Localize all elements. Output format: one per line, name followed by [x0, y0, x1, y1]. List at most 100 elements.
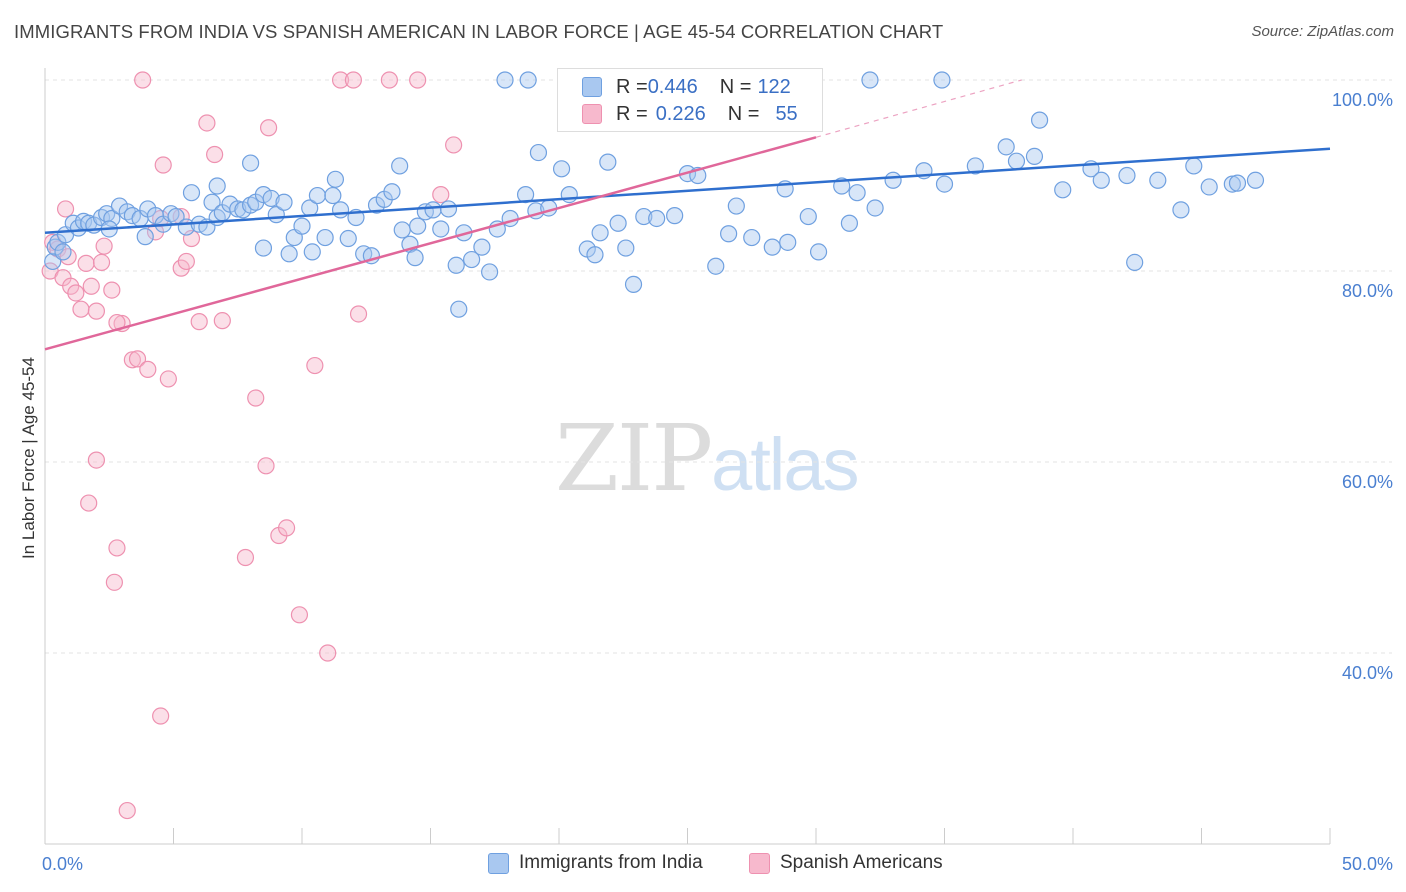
spanish-point: [190, 313, 208, 331]
stats-row-india: R = 0.446 N = 122: [582, 75, 791, 99]
y-tick-label: 40.0%: [1342, 663, 1393, 683]
india-point: [997, 138, 1015, 156]
india-point: [242, 196, 260, 214]
spanish-points: [41, 71, 463, 820]
india-point: [1025, 147, 1044, 165]
india-point: [666, 207, 684, 225]
india-point: [1092, 171, 1110, 189]
spanish-point: [206, 145, 224, 164]
india-point: [391, 157, 409, 175]
spanish-point: [80, 494, 98, 512]
india-point: [1118, 166, 1136, 185]
spanish-point: [67, 284, 85, 302]
india-point: [1126, 253, 1144, 272]
india-point: [840, 214, 859, 232]
india-point: [1030, 111, 1049, 129]
spanish-point: [259, 119, 278, 137]
trend-lines: [44, 79, 1331, 351]
india-point: [280, 245, 298, 263]
india-point: [1172, 201, 1190, 219]
india-point: [599, 153, 617, 171]
india-point: [463, 250, 481, 269]
chart-title: IMMIGRANTS FROM INDIA VS SPANISH AMERICA…: [14, 21, 944, 42]
spanish-point: [152, 707, 170, 725]
india-point: [203, 193, 221, 211]
spanish-point: [432, 186, 450, 204]
india-point: [162, 205, 180, 223]
india-point: [763, 238, 781, 256]
spanish-point: [349, 305, 368, 323]
r-label: R =: [616, 75, 648, 98]
india-point: [439, 200, 458, 218]
spanish-point: [82, 277, 100, 295]
india-point: [884, 171, 902, 189]
india-point: [473, 238, 491, 256]
india-point: [481, 263, 499, 281]
spanish-point: [72, 300, 90, 318]
india-swatch: [582, 77, 602, 97]
india-point: [54, 243, 72, 261]
y-tick-label: 60.0%: [1342, 472, 1393, 492]
india-point: [254, 239, 273, 257]
india-point: [409, 217, 427, 235]
spanish-point: [87, 302, 106, 320]
spanish-point: [154, 156, 172, 174]
legend-item-spanish[interactable]: Spanish Americans: [749, 852, 943, 874]
india-point: [254, 186, 273, 204]
india-point: [393, 221, 411, 239]
spanish-point: [198, 114, 216, 132]
spanish-swatch: [582, 104, 602, 124]
india-point: [331, 201, 350, 219]
y-tick-label: 100.0%: [1332, 90, 1393, 110]
spanish-point: [95, 237, 113, 255]
legend-item-india[interactable]: Immigrants from India: [488, 852, 703, 874]
india-point: [406, 249, 424, 267]
legend-label-india: Immigrants from India: [519, 852, 703, 873]
spanish-point: [108, 539, 126, 557]
source-credit: Source: ZipAtlas.com: [1251, 23, 1394, 40]
india-point: [966, 157, 984, 175]
tick-labels: 40.0% 60.0% 80.0% 100.0% 0.0% 50.0% In Labor F…: [19, 90, 1393, 874]
india-point: [552, 160, 571, 178]
india-point: [1185, 157, 1203, 175]
y-tick-label: 80.0%: [1342, 281, 1393, 301]
india-point: [136, 228, 154, 246]
india-point: [432, 220, 450, 238]
legend-label-spanish: Spanish Americans: [780, 852, 943, 873]
spanish-point: [87, 451, 106, 469]
india-point: [624, 275, 643, 293]
r-value: 0.226: [655, 102, 706, 125]
spanish-point: [134, 71, 152, 89]
spanish-point: [277, 519, 296, 537]
india-point: [262, 189, 280, 208]
n-value: 122: [757, 75, 791, 98]
india-point: [799, 207, 817, 226]
india-point: [935, 175, 954, 193]
india-point: [324, 186, 342, 205]
spanish-point: [128, 350, 147, 368]
india-point: [1007, 152, 1026, 170]
spanish-point: [159, 370, 177, 388]
india-point: [1246, 171, 1265, 189]
india-point: [1228, 174, 1247, 192]
spanish-point: [77, 254, 95, 272]
spanish-point: [118, 801, 136, 820]
spanish-trend-line: [44, 136, 817, 351]
n-label: N =: [727, 102, 760, 125]
india-point: [866, 199, 884, 217]
india-point: [591, 224, 609, 242]
watermark-zip: ZIP: [555, 405, 713, 512]
spanish-point: [123, 351, 141, 369]
spanish-point: [380, 71, 398, 89]
india-point: [809, 243, 828, 261]
india-point: [103, 209, 121, 228]
stats-row-spanish: R = 0.226 N = 55: [582, 102, 798, 126]
spanish-point: [105, 573, 123, 591]
india-points: [44, 71, 1265, 318]
spanish-trend-extension: [815, 79, 1022, 138]
y-axis-label: In Labor Force | Age 45-54: [19, 357, 38, 559]
india-point: [208, 177, 226, 195]
spanish-point: [290, 606, 309, 624]
india-point: [447, 256, 465, 274]
spanish-point: [92, 253, 111, 272]
